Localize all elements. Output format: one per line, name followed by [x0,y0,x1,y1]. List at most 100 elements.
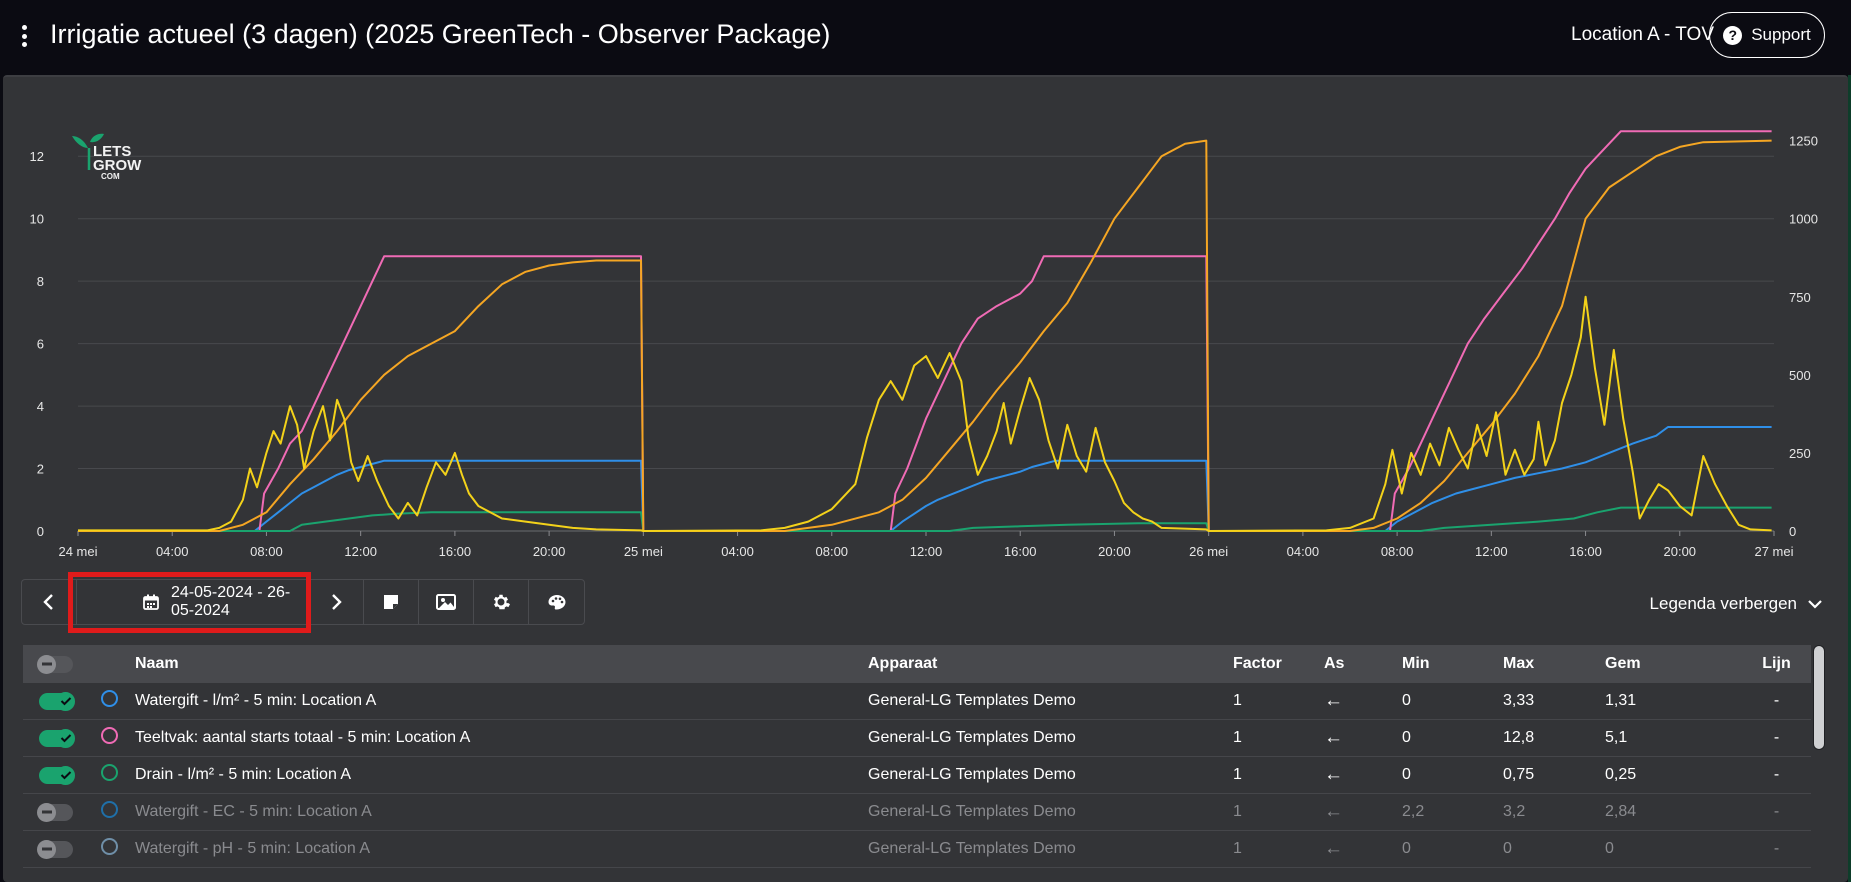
series-axis[interactable]: ← [1324,690,1343,711]
series-gem: 2,84 [1605,803,1637,820]
palette-icon [548,595,565,610]
series-color-icon[interactable] [101,690,118,707]
x-axis: 24 mei 04:00 08:00 12:00 16:00 20:00 25 mei 04:… [58,531,1794,559]
series-line [78,295,1772,532]
series-factor[interactable]: 1 [1233,729,1242,746]
y-axis-left: 0 2 4 6 8 10 12 [30,149,44,539]
series-toggle-cell[interactable] [23,765,101,785]
series-color-icon[interactable] [101,764,118,781]
series-factor[interactable]: 1 [1233,692,1242,709]
series-line-style[interactable]: - [1773,729,1780,746]
series-max: 0,75 [1503,766,1535,783]
series-color-cell[interactable] [101,838,135,860]
y-axis-right: 0 250 500 750 1000 1250 [1789,134,1818,539]
y-left-tick-label: 6 [37,337,44,352]
header-max[interactable]: Max [1503,655,1535,672]
lets-grow-logo: LETS GROW COM [72,133,142,181]
table-row: Watergift - pH - 5 min: Location A Genera… [23,831,1811,868]
series-toggle-cell[interactable] [23,839,101,859]
x-tick-label: 16:00 [439,544,472,559]
header-lijn[interactable]: Lijn [1762,655,1791,672]
table-row: Watergift - EC - 5 min: Location A Genera… [23,794,1811,831]
series-name: Watergift - EC - 5 min: Location A [135,803,372,820]
series-factor[interactable]: 1 [1233,766,1242,783]
settings-button[interactable] [474,580,529,624]
series-toggle-cell[interactable] [23,691,101,711]
header-as[interactable]: As [1324,655,1345,672]
x-tick-label: 20:00 [1098,544,1131,559]
series-axis[interactable]: ← [1324,764,1343,785]
x-tick-label: 12:00 [910,544,943,559]
series-toggle-cell[interactable] [23,728,101,748]
series-toggle-switch[interactable] [37,839,73,859]
x-tick-label: 20:00 [533,544,566,559]
series-factor[interactable]: 1 [1233,840,1242,857]
series-axis[interactable]: ← [1324,801,1343,822]
help-icon: ? [1723,25,1743,45]
table-row: Watergift - l/m² - 5 min: Location A Gene… [23,683,1811,720]
chart-series [78,130,1772,532]
page-title: Irrigatie actueel (3 dagen) (2025 GreenT… [50,19,831,49]
logo-text-lets: LETS [93,143,131,160]
series-toggle-switch[interactable] [39,691,75,711]
series-line-style[interactable]: - [1773,840,1780,857]
series-device: General-LG Templates Demo [868,766,1076,783]
header-min[interactable]: Min [1402,655,1430,672]
notes-button[interactable] [364,580,419,624]
series-toggle-switch[interactable] [39,765,75,785]
export-image-button[interactable] [419,580,474,624]
series-line-style[interactable]: - [1773,803,1780,820]
x-tick-label: 08:00 [1381,544,1414,559]
header-factor[interactable]: Factor [1233,655,1282,672]
theme-button[interactable] [529,580,584,624]
series-gem: 5,1 [1605,729,1628,746]
more-menu-icon[interactable] [14,22,34,50]
series-min: 0 [1402,729,1411,746]
series-axis[interactable]: ← [1324,727,1343,748]
header-gem[interactable]: Gem [1605,655,1641,672]
series-line-style[interactable]: - [1773,692,1780,709]
series-color-cell[interactable] [101,727,135,749]
chevron-right-icon [332,594,342,610]
series-color-icon[interactable] [101,801,118,818]
location-label: Location A - TOV [1571,24,1714,45]
image-icon [436,594,456,610]
x-tick-label: 04:00 [721,544,754,559]
legend-toggle-button[interactable]: Legenda verbergen [1650,594,1823,614]
panel-edge [1848,75,1851,882]
series-device: General-LG Templates Demo [868,729,1076,746]
series-color-cell[interactable] [101,690,135,712]
toggle-all-switch[interactable] [37,654,73,674]
previous-period-button[interactable] [22,580,77,624]
x-tick-label: 04:00 [156,544,189,559]
series-line [78,506,1772,532]
series-toggle-switch[interactable] [39,728,75,748]
y-left-tick-label: 8 [37,274,44,289]
table-scrollbar[interactable] [1813,645,1825,750]
series-line-style[interactable]: - [1773,766,1780,783]
series-color-cell[interactable] [101,801,135,823]
series-gem: 1,31 [1605,692,1637,709]
date-range-picker[interactable]: 24-05-2024 - 26-05-2024 [77,580,309,624]
series-max: 3,2 [1503,803,1526,820]
next-period-button[interactable] [309,580,364,624]
logo-text-grow: GROW [93,157,142,174]
series-max: 3,33 [1503,692,1535,709]
series-factor[interactable]: 1 [1233,803,1242,820]
minus-icon [41,810,52,814]
x-tick-label: 27 mei [1754,544,1793,559]
scrollbar-thumb[interactable] [1814,646,1824,749]
series-color-cell[interactable] [101,764,135,786]
series-toggle-cell[interactable] [23,802,101,822]
minus-icon [41,847,52,851]
series-axis[interactable]: ← [1324,838,1343,859]
series-min: 0 [1402,692,1411,709]
support-button[interactable]: ? Support [1709,12,1825,58]
series-color-icon[interactable] [101,838,118,855]
toggle-all-cell[interactable] [23,654,101,674]
header-apparaat[interactable]: Apparaat [868,655,938,672]
y-right-tick-label: 1250 [1789,134,1818,149]
header-naam[interactable]: Naam [135,655,179,672]
series-toggle-switch[interactable] [37,802,73,822]
series-color-icon[interactable] [101,727,118,744]
